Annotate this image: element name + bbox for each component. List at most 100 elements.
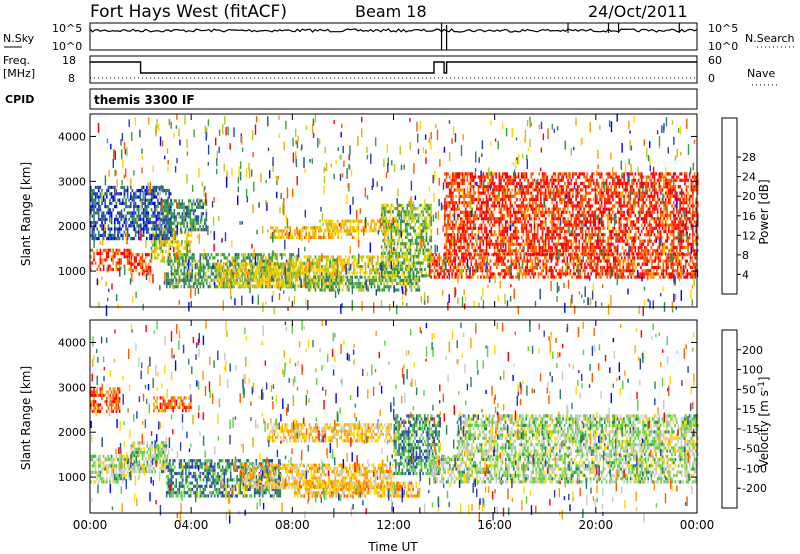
power-cell	[257, 259, 259, 263]
power-cell	[224, 284, 227, 288]
power-cell	[398, 232, 401, 236]
power-cell	[420, 261, 423, 265]
power-cell	[506, 226, 509, 230]
power-cell	[283, 229, 285, 233]
power-cell	[532, 185, 534, 189]
power-cell	[469, 194, 472, 198]
power-cell	[409, 248, 412, 252]
power-cell	[167, 212, 169, 216]
power-cell	[256, 268, 259, 272]
power-cell	[525, 239, 528, 243]
power-cell	[191, 205, 193, 209]
power-cell	[131, 224, 134, 228]
power-cell	[603, 256, 605, 260]
power-cell	[406, 264, 409, 268]
power-cell	[384, 245, 386, 249]
power-cell	[407, 278, 409, 282]
power-cell	[473, 262, 476, 266]
power-cell	[118, 211, 121, 215]
power-cell	[662, 265, 665, 270]
power-cell	[509, 249, 512, 253]
power-cell	[107, 208, 110, 212]
power-cell	[90, 221, 92, 225]
power-cell	[526, 256, 529, 260]
power-cell	[144, 227, 146, 231]
power-cell	[471, 242, 473, 246]
power-cell	[96, 251, 98, 256]
power-cell	[90, 192, 92, 196]
power-cell	[202, 253, 205, 257]
power-cell	[231, 256, 234, 260]
power-cell	[619, 265, 621, 270]
power-cell	[576, 269, 578, 273]
power-cell	[237, 272, 240, 276]
power-cell	[496, 197, 499, 202]
power-cell	[516, 272, 519, 276]
power-cell	[480, 256, 482, 260]
power-cell	[184, 212, 187, 216]
power-cell	[561, 265, 564, 270]
power-cell	[398, 229, 401, 233]
power-cell	[527, 188, 529, 192]
power-cell	[463, 191, 465, 195]
power-cell	[643, 256, 645, 260]
power-cell	[484, 249, 486, 253]
power-cell	[122, 198, 124, 202]
power-cell	[509, 201, 512, 205]
power-cell	[402, 278, 405, 282]
power-cell	[266, 285, 269, 289]
power-cell	[180, 205, 182, 209]
power-cell	[464, 210, 467, 214]
power-cell	[403, 261, 405, 265]
power-cell	[172, 215, 174, 219]
power-cell	[516, 233, 518, 237]
power-cell	[447, 249, 449, 253]
noise-left-tick-bottom: 10^0	[52, 40, 82, 53]
power-cell	[281, 253, 283, 257]
power-cell	[286, 281, 289, 285]
power-cell	[112, 237, 114, 241]
power-cell	[643, 272, 645, 276]
power-cell	[425, 248, 428, 252]
power-cell	[177, 269, 179, 273]
power-cell	[266, 278, 268, 282]
power-cell	[466, 229, 469, 234]
cpid-panel: CPID themis 3300 IF	[5, 88, 698, 110]
power-cell	[226, 281, 229, 286]
power-cell	[520, 172, 523, 176]
power-cell	[601, 269, 604, 273]
power-cell	[278, 232, 280, 236]
power-cell	[294, 232, 296, 236]
power-cell	[224, 274, 227, 279]
power-cell	[373, 271, 376, 275]
power-cell	[424, 207, 426, 211]
power-cell	[200, 228, 203, 232]
power-cell	[165, 275, 168, 279]
power-cell	[362, 265, 365, 269]
power-cell	[468, 213, 470, 218]
power-cell	[112, 198, 114, 202]
power-cell	[289, 232, 291, 236]
power-cell	[169, 253, 171, 257]
power-cell	[204, 278, 206, 282]
power-cell	[233, 278, 235, 282]
power-cell	[167, 275, 170, 279]
power-cell	[178, 262, 181, 266]
power-cell	[479, 210, 481, 214]
power-cell	[396, 288, 398, 292]
power-cell	[476, 253, 479, 257]
power-cell	[648, 259, 650, 263]
power-cell	[331, 262, 334, 266]
power-cell	[122, 201, 124, 205]
power-cell	[545, 256, 548, 260]
power-cell	[691, 256, 693, 260]
power-cell	[443, 253, 445, 257]
power-cell	[479, 207, 481, 211]
power-cell	[503, 178, 505, 182]
power-cell	[209, 256, 211, 260]
power-cell	[98, 208, 100, 212]
power-cell	[614, 262, 617, 266]
power-cell	[330, 255, 333, 259]
power-cell	[373, 222, 376, 226]
power-cell	[525, 175, 528, 179]
